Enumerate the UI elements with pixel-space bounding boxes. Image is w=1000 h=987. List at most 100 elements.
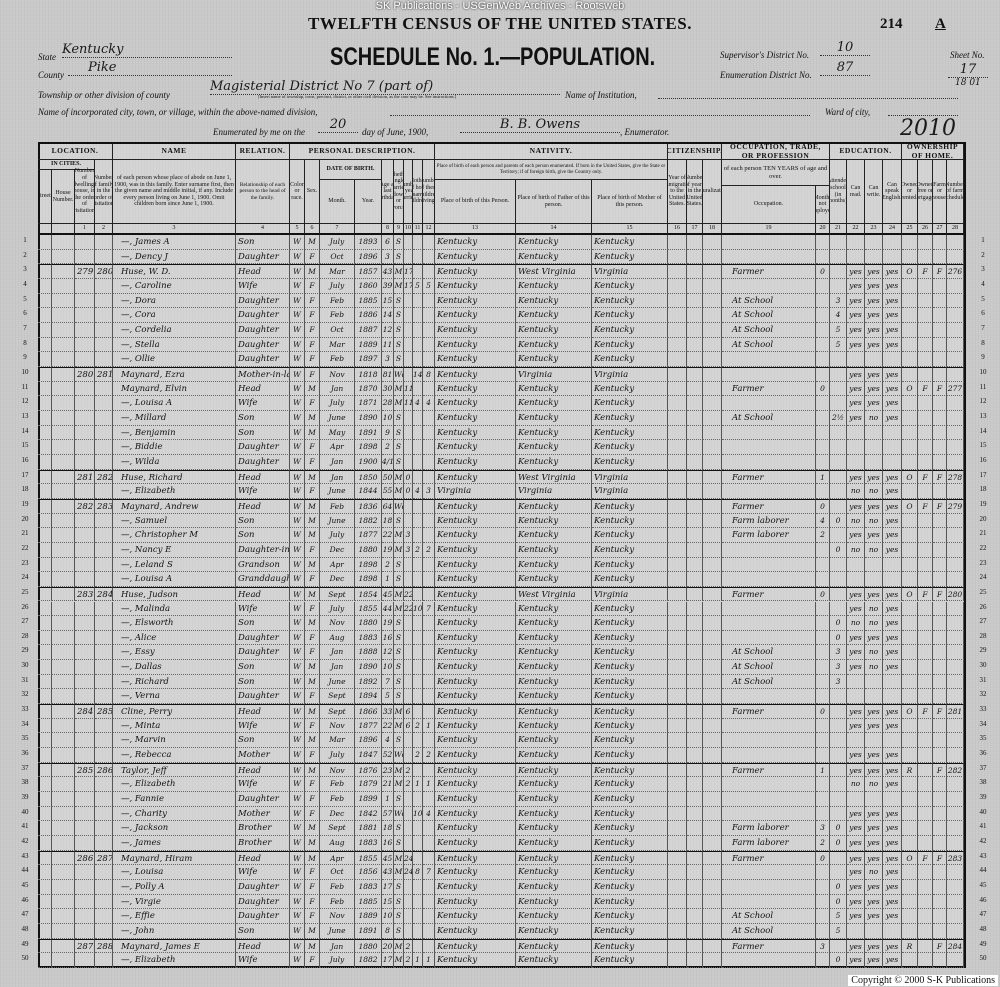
cell-family-number xyxy=(95,865,113,881)
cell-birth-month: Feb xyxy=(320,293,355,309)
cell-can-write xyxy=(865,557,883,573)
cell-birth-month: Oct xyxy=(320,322,355,338)
cell-years-married: 2 xyxy=(404,777,413,793)
line-number-left: 29 xyxy=(21,646,29,655)
cell-color: W xyxy=(290,924,305,939)
cell-street xyxy=(38,821,52,837)
cell-birth-year: 1856 xyxy=(355,865,382,881)
cell-name: —, Benjamin xyxy=(113,425,236,441)
cell-free-mortgaged xyxy=(918,748,933,763)
cell-house-number xyxy=(52,337,75,353)
cell-children-born xyxy=(413,938,423,954)
cell-street xyxy=(38,352,52,367)
cell-relation: Wife xyxy=(236,601,290,617)
cell-years-in-us xyxy=(687,806,703,822)
cell-children-born xyxy=(413,381,423,397)
cell-years-in-us xyxy=(687,513,703,529)
cell-name: —, Cordelia xyxy=(113,322,236,338)
cell-free-mortgaged xyxy=(918,630,933,646)
cell-farm-house xyxy=(933,410,947,426)
cell-birth-year: 1883 xyxy=(355,836,382,851)
cell-free-mortgaged xyxy=(918,938,933,954)
cell-children-living xyxy=(423,513,435,529)
cell-free-mortgaged xyxy=(918,836,933,851)
cell-birth-month: Oct xyxy=(320,865,355,881)
cell-free-mortgaged xyxy=(918,733,933,749)
cell-age: 64 xyxy=(382,498,394,514)
cell-naturalization xyxy=(703,689,722,705)
cell-name: —, Wilda xyxy=(113,454,236,470)
cell-dwelling-number xyxy=(75,792,95,807)
cell-marital-status: S xyxy=(394,894,404,910)
cell-school-months xyxy=(830,733,847,749)
cell-farm-house xyxy=(933,337,947,353)
cell-farm-house xyxy=(933,865,947,881)
cell-occupation: At School xyxy=(722,337,816,353)
cell-relation: Daughter xyxy=(236,249,290,265)
cell-can-read xyxy=(847,792,865,807)
cell-house-number xyxy=(52,718,75,734)
cell-can-read xyxy=(847,572,865,587)
cell-months-unemployed xyxy=(816,616,830,631)
cell-street xyxy=(38,850,52,866)
column-header: Number of these children living. xyxy=(423,160,435,224)
cell-can-speak-english: yes xyxy=(883,601,902,617)
enumeration-district-label: Enumeration District No. xyxy=(720,70,812,80)
cell-school-months: 0 xyxy=(830,894,847,910)
cell-family-number xyxy=(95,396,113,411)
cell-owned-rented: O xyxy=(902,850,918,866)
cell-birth-month: Dec xyxy=(320,572,355,587)
line-number-left: 15 xyxy=(21,441,29,450)
line-number-left: 6 xyxy=(23,309,27,318)
cell-naturalization xyxy=(703,674,722,690)
cell-street xyxy=(38,381,52,397)
line-number-left: 20 xyxy=(21,514,29,523)
cell-dwelling-number xyxy=(75,278,95,294)
cell-age: 55 xyxy=(382,484,394,499)
cell-father-birthplace: Kentucky xyxy=(516,733,592,749)
cell-color: W xyxy=(290,337,305,353)
cell-sex: M xyxy=(305,498,320,514)
cell-naturalization xyxy=(703,880,722,895)
cell-months-unemployed xyxy=(816,777,830,793)
cell-can-read: yes xyxy=(847,762,865,778)
cell-years-in-us xyxy=(687,528,703,543)
cell-family-number: 280 xyxy=(95,264,113,279)
cell-naturalization xyxy=(703,528,722,543)
cell-age: 1 xyxy=(382,792,394,807)
margin-note: 18 01 xyxy=(955,78,981,88)
cell-farm-schedule xyxy=(947,542,964,558)
cell-owned-rented xyxy=(902,366,918,382)
column-number: 8 xyxy=(382,224,394,235)
cell-occupation: Farmer xyxy=(722,938,816,954)
cell-can-write: yes xyxy=(865,762,883,778)
cell-school-months xyxy=(830,498,847,514)
cell-father-birthplace: Kentucky xyxy=(516,762,592,778)
cell-immigration-year xyxy=(668,733,687,749)
cell-years-in-us xyxy=(687,850,703,866)
cell-years-married: 6 xyxy=(404,704,413,719)
cell-naturalization xyxy=(703,484,722,499)
cell-farm-schedule xyxy=(947,718,964,734)
cell-color: W xyxy=(290,586,305,602)
cell-free-mortgaged xyxy=(918,425,933,441)
cell-naturalization xyxy=(703,718,722,734)
cell-owned-rented xyxy=(902,542,918,558)
cell-house-number xyxy=(52,616,75,631)
cell-house-number xyxy=(52,542,75,558)
cell-owned-rented xyxy=(902,601,918,617)
cell-can-write: yes xyxy=(865,704,883,719)
cell-color: W xyxy=(290,484,305,499)
cell-occupation xyxy=(722,865,816,881)
cell-children-living xyxy=(423,645,435,661)
cell-farm-schedule xyxy=(947,484,964,499)
cell-birth-month: Jan xyxy=(320,938,355,954)
cell-can-speak-english: yes xyxy=(883,513,902,529)
cell-farm-schedule: 282 xyxy=(947,762,964,778)
cell-immigration-year xyxy=(668,836,687,851)
cell-years-married xyxy=(404,337,413,353)
cell-can-write: yes xyxy=(865,806,883,822)
cell-dwelling-number: 281 xyxy=(75,469,95,485)
cell-years-in-us xyxy=(687,264,703,279)
cell-months-unemployed: 0 xyxy=(816,586,830,602)
